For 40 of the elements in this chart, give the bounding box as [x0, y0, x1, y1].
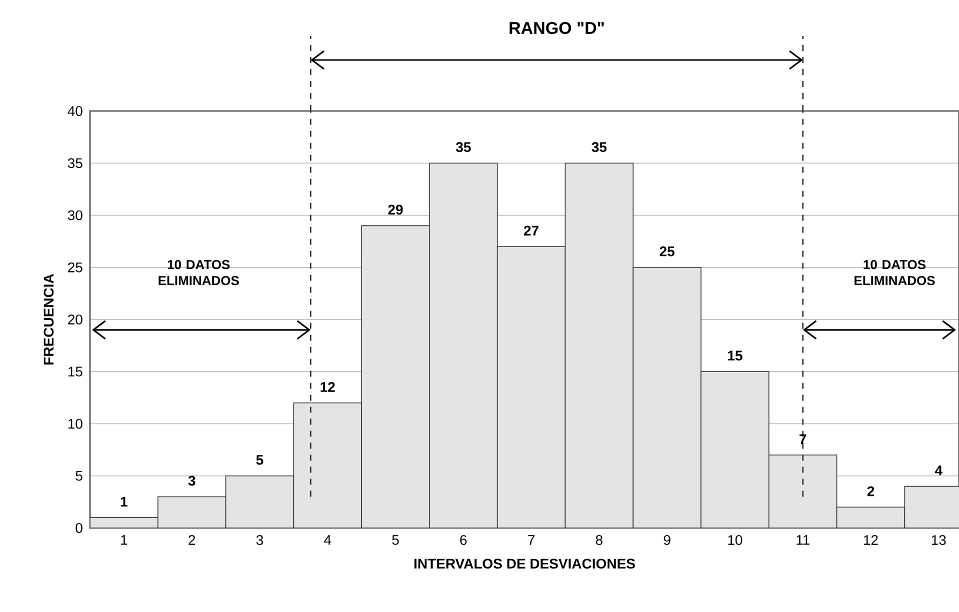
data-label: 1 [120, 496, 128, 507]
x-tick-label: 4 [324, 535, 332, 545]
x-tick-label: 2 [188, 535, 196, 545]
text: RANGO "D" [510, 22, 604, 34]
x-tick-label: 12 [864, 535, 878, 545]
x-tick-label: 10 [728, 535, 742, 545]
x-tick-label: 8 [596, 535, 602, 545]
data-label: 12 [320, 382, 335, 392]
y-tick-label: 15 [68, 366, 82, 376]
x-tick-label: 3 [256, 535, 263, 545]
y-tick-label: 30 [68, 210, 82, 220]
data-label: 35 [456, 142, 471, 152]
x-tick-label: 1 [121, 535, 128, 545]
y-tick-label: 0 [76, 523, 82, 533]
annotation: 10 DATOS ELIMINADOS [158, 260, 239, 286]
data-label: 2 [867, 486, 874, 496]
x-tick-label: 9 [664, 535, 670, 545]
y-tick-label: 20 [68, 314, 82, 324]
data-label: 3 [188, 476, 196, 486]
y-tick-label: 5 [76, 470, 82, 481]
data-label: 15 [728, 350, 742, 361]
x-tick-label: 11 [796, 535, 810, 545]
x-tick-label: 7 [528, 535, 534, 545]
y-axis-title: FRECUENCIA [44, 274, 54, 364]
data-label: 5 [256, 455, 264, 465]
data-label: 29 [388, 204, 403, 215]
x-tick-label: 6 [460, 535, 467, 545]
x-tick-label: 13 [932, 535, 946, 545]
data-label: 7 [800, 434, 806, 444]
annotation: 10 DATOS ELIMINADOS [854, 260, 935, 286]
y-tick-label: 25 [68, 262, 82, 272]
x-axis-title: INTERVALOS DE DESVIACIONES [414, 558, 635, 569]
y-tick-label: 40 [68, 106, 82, 116]
y-tick-label: 35 [68, 158, 82, 168]
data-label: 4 [934, 466, 942, 476]
data-label: 25 [660, 246, 674, 256]
x-tick-label: 5 [392, 535, 399, 545]
data-label: 35 [592, 142, 607, 152]
y-tick-label: 10 [68, 418, 82, 429]
data-label: 27 [524, 226, 538, 236]
